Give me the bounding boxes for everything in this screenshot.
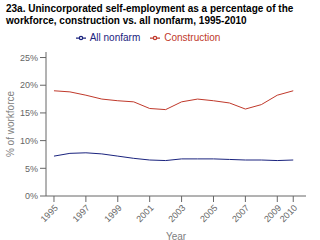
html-text:23a. Unincorporated self-emplo: 23a. Unincorporated self-employment as a…: [6, 3, 294, 26]
svg-text:25%: 25%: [20, 53, 38, 63]
svg-text:0%: 0%: [25, 191, 38, 201]
svg-text:2009: 2009: [262, 203, 283, 224]
svg-text:2010: 2010: [278, 203, 299, 224]
html-text:All nonfarm: All nonfarm: [89, 32, 141, 43]
svg-text:15%: 15%: [20, 108, 38, 118]
svg-text:2007: 2007: [230, 203, 251, 224]
svg-text:20%: 20%: [20, 80, 38, 90]
svg-text:2005: 2005: [198, 203, 219, 224]
svg-text:% of workforce: % of workforce: [8, 90, 16, 157]
html-text:Construction: Construction: [164, 32, 221, 43]
svg-text:2001: 2001: [134, 203, 155, 224]
svg-text:10%: 10%: [20, 136, 38, 146]
svg-text:1995: 1995: [39, 203, 60, 224]
svg-text:Year: Year: [166, 231, 187, 240]
svg-text:1999: 1999: [102, 203, 123, 224]
svg-text:5%: 5%: [25, 164, 38, 174]
svg-text:1997: 1997: [71, 203, 92, 224]
svg-text:2003: 2003: [166, 203, 187, 224]
